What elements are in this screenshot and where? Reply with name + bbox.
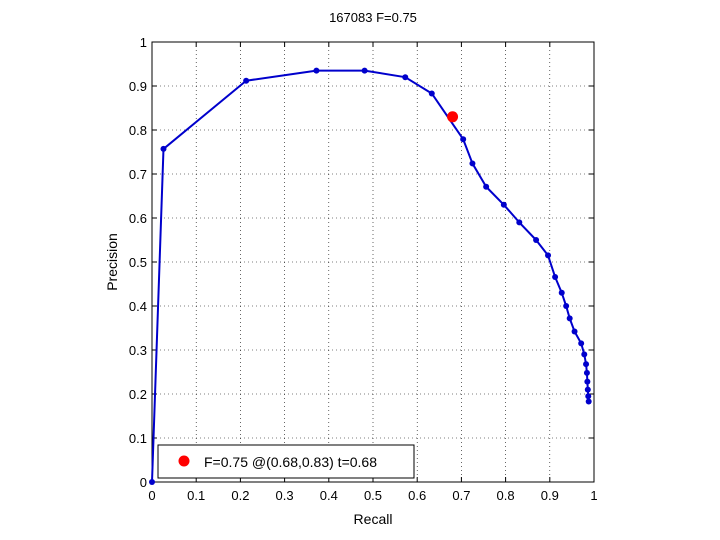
data-point	[584, 386, 591, 393]
data-point	[583, 369, 590, 376]
data-point	[552, 273, 559, 280]
y-tick-label: 0.4	[129, 299, 147, 314]
legend-box	[157, 444, 415, 479]
series-points	[149, 67, 592, 485]
data-point	[483, 183, 490, 190]
data-point	[243, 77, 250, 84]
data-point	[584, 378, 591, 385]
chart-title: 167083 F=0.75	[329, 10, 417, 25]
x-axis-label: Recall	[354, 511, 393, 527]
y-tick-label: 0.5	[129, 255, 147, 270]
data-point	[460, 136, 467, 143]
data-point	[361, 67, 368, 74]
y-tick-labels: 0 0.1 0.2 0.3 0.4 0.5 0.6 0.7 0.8 0.9 1	[129, 35, 147, 490]
legend-marker	[178, 455, 190, 467]
data-point	[578, 340, 585, 347]
best-f-point	[447, 111, 459, 123]
data-point	[149, 479, 155, 485]
data-point	[500, 201, 507, 208]
data-point	[583, 361, 590, 368]
data-point	[563, 303, 570, 309]
data-point	[516, 219, 523, 226]
data-point	[545, 252, 552, 259]
x-tick-label: 1	[590, 488, 597, 503]
x-tick-labels: 0 0.1 0.2 0.3 0.4 0.5 0.6 0.7 0.8 0.9 1	[148, 488, 597, 503]
y-tick-label: 0.9	[129, 79, 147, 94]
x-tick-label: 0.8	[497, 488, 515, 503]
data-point	[313, 67, 320, 74]
y-tick-label: 0.1	[129, 431, 147, 446]
y-axis-label: Precision	[104, 233, 120, 291]
x-tick-label: 0.3	[276, 488, 294, 503]
x-tick-label: 0.9	[541, 488, 559, 503]
data-point	[160, 145, 167, 152]
x-tick-label: 0.2	[231, 488, 249, 503]
legend: F=0.75 @(0.68,0.83) t=0.68	[157, 444, 415, 479]
x-tick-label: 0	[148, 488, 155, 503]
y-tick-label: 0.2	[129, 387, 147, 402]
data-point	[428, 90, 435, 97]
x-tick-label: 0.4	[320, 488, 338, 503]
y-tick-label: 0.8	[129, 123, 147, 138]
data-point	[585, 393, 592, 400]
data-point	[585, 398, 592, 405]
x-tick-label: 0.1	[187, 488, 205, 503]
data-point	[558, 289, 565, 296]
y-tick-label: 0.6	[129, 211, 147, 226]
x-tick-label: 0.6	[408, 488, 426, 503]
data-point	[469, 160, 476, 167]
data-point	[566, 315, 573, 322]
y-tick-label: 0.3	[129, 343, 147, 358]
x-tick-label: 0.7	[452, 488, 470, 503]
y-tick-label: 0.7	[129, 167, 147, 182]
data-point	[571, 328, 578, 335]
data-point	[533, 237, 540, 243]
legend-label: F=0.75 @(0.68,0.83) t=0.68	[204, 454, 377, 470]
data-point	[581, 351, 588, 358]
y-tick-label: 0	[140, 475, 147, 490]
y-tick-label: 1	[140, 35, 147, 50]
data-point	[402, 74, 409, 81]
x-tick-label: 0.5	[364, 488, 382, 503]
